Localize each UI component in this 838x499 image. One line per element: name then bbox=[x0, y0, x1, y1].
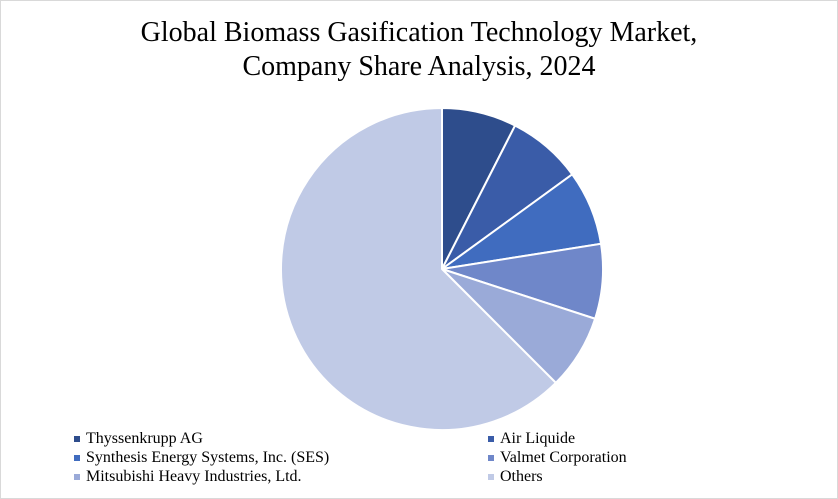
chart-title-line-2: Company Share Analysis, 2024 bbox=[242, 51, 596, 82]
legend-item-2: Synthesis Energy Systems, Inc. (SES) bbox=[74, 448, 488, 467]
legend-item-5: Others bbox=[488, 467, 714, 486]
legend-label-1: Air Liquide bbox=[500, 429, 576, 447]
legend-swatch-4 bbox=[74, 473, 80, 480]
legend-label-2: Synthesis Energy Systems, Inc. (SES) bbox=[86, 448, 330, 466]
legend-swatch-0 bbox=[74, 435, 80, 442]
legend-swatch-5 bbox=[488, 473, 494, 480]
legend-label-5: Others bbox=[500, 467, 543, 485]
legend-label-0: Thyssenkrupp AG bbox=[86, 429, 203, 447]
legend-label-4: Mitsubishi Heavy Industries, Ltd. bbox=[86, 467, 302, 485]
legend-item-0: Thyssenkrupp AG bbox=[74, 429, 488, 448]
legend-item-4: Mitsubishi Heavy Industries, Ltd. bbox=[74, 467, 488, 486]
legend-swatch-2 bbox=[74, 454, 80, 461]
chart-title-line-1: Global Biomass Gasification Technology M… bbox=[140, 17, 698, 48]
pie-slices bbox=[279, 106, 604, 431]
legend-swatch-3 bbox=[488, 454, 494, 461]
chart-title: Global Biomass Gasification Technology M… bbox=[0, 16, 838, 84]
legend-label-3: Valmet Corporation bbox=[500, 448, 627, 466]
legend-item-1: Air Liquide bbox=[488, 429, 714, 448]
legend-swatch-1 bbox=[488, 435, 494, 442]
legend-item-3: Valmet Corporation bbox=[488, 448, 714, 467]
pie-slice-5 bbox=[279, 106, 558, 431]
chart-legend: Thyssenkrupp AG Air Liquide Synthesis Ener… bbox=[74, 429, 714, 486]
